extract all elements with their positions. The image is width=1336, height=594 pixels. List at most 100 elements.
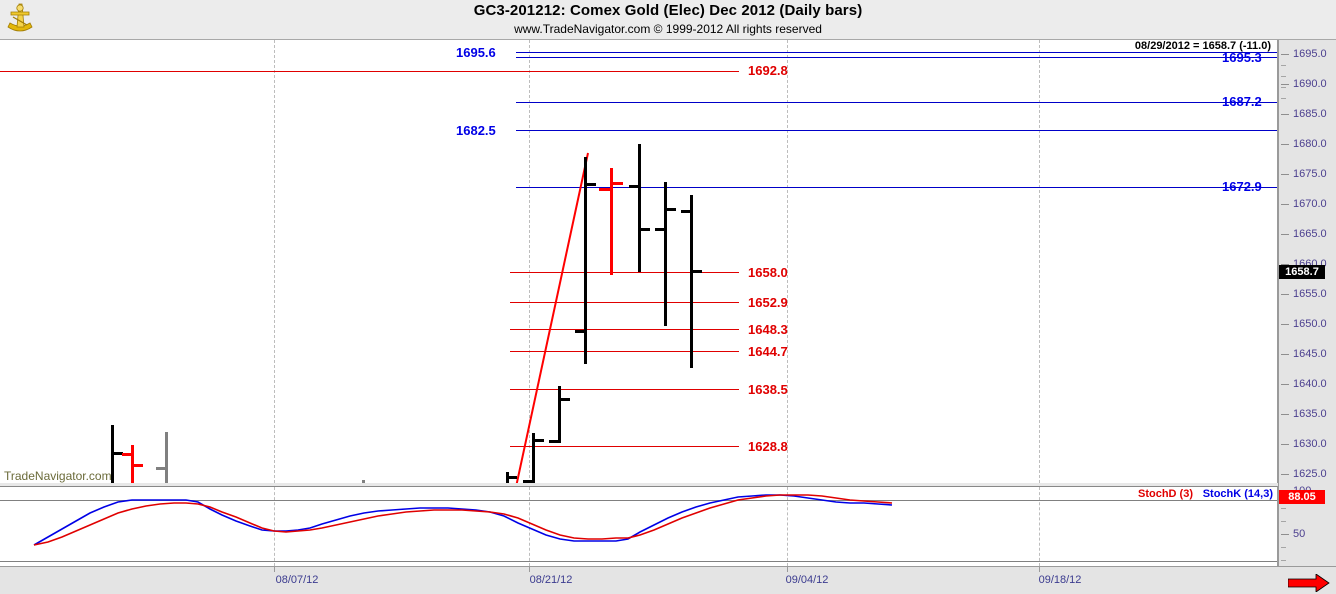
axis-tick-minor <box>1281 98 1286 99</box>
price-axis-label: 1690.0 <box>1293 78 1327 90</box>
ohlc-open-tick <box>575 330 584 333</box>
price-axis-label: 1630.0 <box>1293 438 1327 450</box>
price-axis-label: 1655.0 <box>1293 288 1327 300</box>
date-tick <box>1039 567 1040 572</box>
axis-tick <box>1281 324 1289 325</box>
price-axis-label: 1640.0 <box>1293 378 1327 390</box>
support-label-1644-7: 1644.7 <box>748 344 788 359</box>
axis-tick <box>1281 174 1289 175</box>
panel-divider <box>0 483 1278 486</box>
ohlc-bar <box>131 445 134 483</box>
support-label-1638-5: 1638.5 <box>748 382 788 397</box>
resistance-line-1672-9 <box>516 187 1277 188</box>
axis-tick <box>1281 384 1289 385</box>
oscillator-axis-label: 50 <box>1293 528 1306 540</box>
date-axis-label: 08/21/12 <box>529 574 573 586</box>
date-axis-label: 09/18/12 <box>1038 574 1082 586</box>
support-line-1644-7 <box>510 351 739 352</box>
ohlc-bar <box>532 433 535 483</box>
oscillator-lower-band <box>0 561 1277 562</box>
quote-readout: 08/29/2012 = 1658.7 (-11.0) <box>1134 40 1271 52</box>
axis-tick <box>1281 474 1289 475</box>
date-axis-label: 09/04/12 <box>785 574 829 586</box>
sextant-logo-icon <box>2 1 38 35</box>
ohlc-open-tick <box>549 440 558 443</box>
ohlc-open-tick <box>523 480 532 483</box>
date-tick <box>787 567 788 572</box>
axis-tick-minor <box>1281 560 1286 561</box>
resistance-label-1687-2: 1687.2 <box>1222 94 1262 109</box>
ohlc-bar <box>111 425 114 483</box>
support-label-1658-0: 1658.0 <box>748 265 788 280</box>
axis-tick-minor <box>1281 87 1286 88</box>
ohlc-open-tick <box>122 453 131 456</box>
resistance-line-1682-5 <box>516 130 1277 131</box>
vertical-gridline <box>787 40 788 483</box>
page-title: GC3-201212: Comex Gold (Elec) Dec 2012 (… <box>473 2 863 19</box>
vertical-gridline <box>529 40 530 483</box>
scroll-right-arrow-icon[interactable] <box>1288 574 1330 592</box>
support-label-1692-8: 1692.8 <box>748 63 788 78</box>
price-axis-label: 1625.0 <box>1293 468 1327 480</box>
axis-tick <box>1281 114 1289 115</box>
axis-tick <box>1281 84 1289 85</box>
vertical-gridline <box>1039 487 1040 566</box>
axis-tick <box>1281 144 1289 145</box>
ohlc-close-tick <box>134 464 143 467</box>
ohlc-open-tick <box>599 188 610 191</box>
resistance-label-1695-3: 1695.3 <box>1222 50 1262 65</box>
copyright-subtitle: www.TradeNavigator.com © 1999-2012 All r… <box>514 22 822 36</box>
axis-tick <box>1281 234 1289 235</box>
axis-tick-minor <box>1281 521 1286 522</box>
resistance-line-1687-2 <box>516 102 1277 103</box>
date-axis-label: 08/07/12 <box>275 574 319 586</box>
ohlc-bar <box>638 144 641 272</box>
price-axis[interactable]: 1695.0 1690.0 1685.0 1680.0 1675.0 1670.… <box>1278 40 1336 483</box>
ohlc-close-tick <box>561 398 570 401</box>
ohlc-close-tick <box>641 228 650 231</box>
ohlc-close-tick <box>509 476 517 479</box>
support-line-1658-0 <box>510 272 739 273</box>
resistance-label-1695-6: 1695.6 <box>456 45 496 60</box>
price-axis-label: 1650.0 <box>1293 318 1327 330</box>
ohlc-bar <box>584 157 587 364</box>
date-tick <box>274 567 275 572</box>
ohlc-open-tick <box>655 228 664 231</box>
price-axis-label: 1695.0 <box>1293 48 1327 60</box>
stochd-legend: StochD (3) <box>1138 488 1193 500</box>
support-line-1652-9 <box>510 302 739 303</box>
vertical-gridline <box>274 40 275 483</box>
axis-tick <box>1281 294 1289 295</box>
axis-tick-minor <box>1281 65 1286 66</box>
stochastic-curves <box>33 494 893 546</box>
support-label-1628-8: 1628.8 <box>748 439 788 454</box>
ohlc-bar <box>558 386 561 443</box>
date-tick <box>529 567 530 572</box>
ohlc-close-tick <box>613 182 623 185</box>
price-axis-label: 1665.0 <box>1293 228 1327 240</box>
axis-tick <box>1281 54 1289 55</box>
support-line-1638-5 <box>510 389 739 390</box>
ohlc-open-tick <box>681 210 690 213</box>
vertical-gridline <box>1039 40 1040 483</box>
axis-tick-minor <box>1281 76 1286 77</box>
ohlc-open-tick <box>629 185 638 188</box>
support-line-1692-8 <box>0 71 739 72</box>
ohlc-bar <box>690 195 693 368</box>
stochastic-panel[interactable]: StochD (3) StochK (14,3) <box>0 486 1278 566</box>
axis-tick-minor <box>1281 508 1286 509</box>
stochk-legend: StochK (14,3) <box>1202 488 1273 500</box>
ohlc-close-tick <box>114 452 123 455</box>
price-chart-panel[interactable]: 08/29/2012 = 1658.7 (-11.0) 1695.6 1682.… <box>0 40 1278 483</box>
ohlc-bar <box>664 182 667 326</box>
date-axis[interactable]: 08/07/12 08/21/12 09/04/12 09/18/12 <box>0 566 1336 594</box>
price-axis-label: 1685.0 <box>1293 108 1327 120</box>
support-label-1648-3: 1648.3 <box>748 322 788 337</box>
price-axis-label: 1670.0 <box>1293 198 1327 210</box>
axis-tick <box>1281 354 1289 355</box>
ohlc-bar <box>610 168 613 275</box>
oscillator-axis[interactable]: 100 88.05 50 <box>1278 483 1336 568</box>
axis-tick-minor <box>1281 547 1286 548</box>
resistance-line-1695-3 <box>516 57 1277 58</box>
